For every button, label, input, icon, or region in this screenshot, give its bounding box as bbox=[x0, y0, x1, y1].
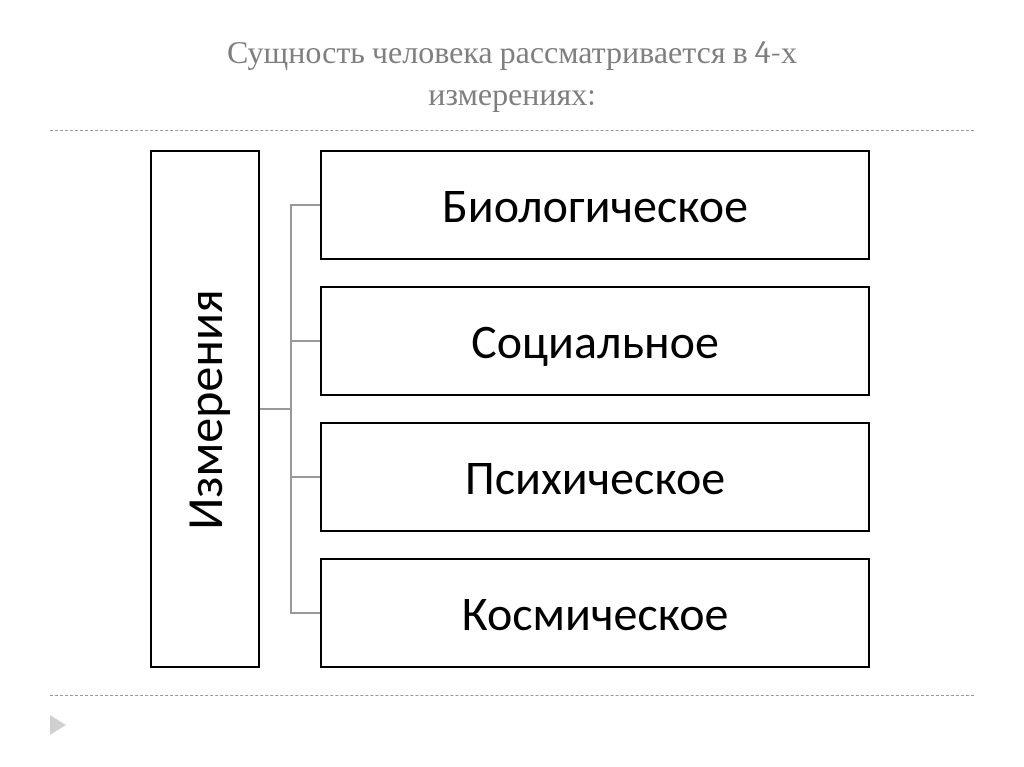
child-node-4: Космическое bbox=[320, 558, 870, 668]
root-node: Измерения bbox=[150, 150, 260, 668]
page-title: Сущность человека рассматривается в 4-х … bbox=[0, 0, 1024, 115]
title-line-2: измерениях: bbox=[428, 76, 595, 113]
root-label: Измерения bbox=[175, 289, 236, 530]
connectors bbox=[260, 150, 320, 668]
child-node-2: Социальное bbox=[320, 286, 870, 396]
hierarchy-diagram: Измерения Биологическое Социальное Психи… bbox=[150, 150, 870, 670]
connector-h-2 bbox=[290, 340, 320, 342]
connector-h-4 bbox=[290, 612, 320, 614]
child-node-3: Психическое bbox=[320, 422, 870, 532]
nav-arrow-icon bbox=[50, 715, 66, 735]
title-line-1: Сущность человека рассматривается в 4-х bbox=[227, 34, 797, 71]
divider-top bbox=[50, 130, 974, 131]
connector-h-3 bbox=[290, 476, 320, 478]
connector-vertical bbox=[290, 205, 292, 613]
child-node-1: Биологическое bbox=[320, 150, 870, 260]
children-container: Биологическое Социальное Психическое Кос… bbox=[320, 150, 870, 668]
connector-h-1 bbox=[290, 204, 320, 206]
divider-bottom bbox=[50, 695, 974, 696]
connector-stub bbox=[260, 408, 290, 410]
